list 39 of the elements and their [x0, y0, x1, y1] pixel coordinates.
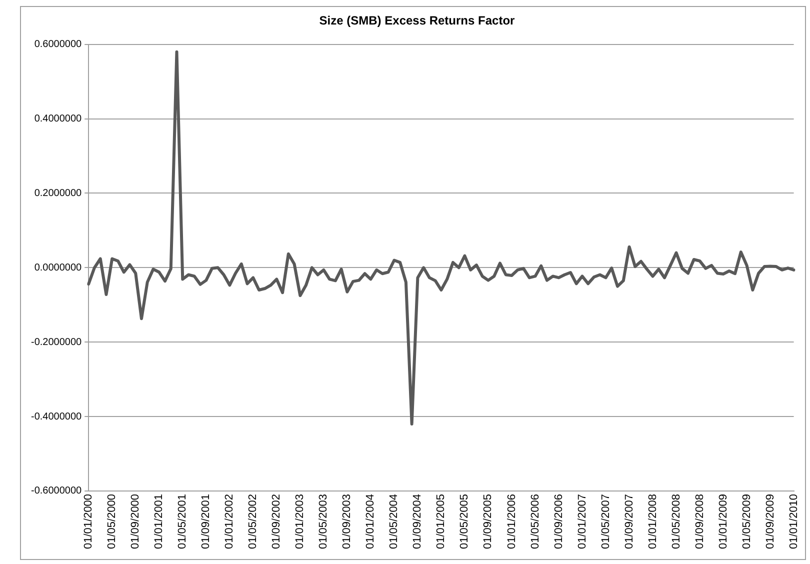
x-tick-label: 01/05/2005 [458, 494, 471, 550]
x-tick-label: 01/09/2001 [200, 494, 212, 550]
x-tick-label: 01/01/2010 [788, 494, 800, 550]
y-tick-label: -0.4000000 [30, 411, 82, 422]
x-tick-label: 01/09/2002 [270, 494, 283, 550]
y-tick-label: -0.6000000 [30, 486, 82, 497]
x-tick-label: 01/01/2005 [435, 494, 448, 550]
x-tick-label: 01/01/2001 [153, 494, 166, 550]
x-tick-label: 01/05/2007 [600, 494, 612, 550]
x-tick-label: 01/05/2006 [529, 494, 542, 550]
x-tick-label: 01/09/2005 [482, 494, 494, 550]
x-tick-label: 01/05/2004 [388, 494, 400, 550]
y-tick-label: 0.4000000 [34, 114, 82, 125]
chart-title: Size (SMB) Excess Returns Factor [319, 14, 516, 28]
x-tick-label: 01/09/2004 [412, 494, 424, 550]
x-tick-label: 01/01/2007 [576, 494, 588, 550]
x-tick-label: 01/05/2001 [176, 494, 189, 550]
x-tick-label: 01/05/2008 [670, 494, 682, 550]
x-tick-label: 01/05/2002 [247, 494, 260, 550]
y-tick-label: -0.2000000 [30, 336, 82, 348]
x-tick-label: 01/01/2003 [294, 494, 306, 550]
y-tick-label: 0.0000000 [34, 262, 82, 274]
x-tick-label: 01/05/2000 [106, 494, 118, 550]
x-tick-label: 01/09/2007 [623, 494, 636, 550]
y-tick-label: 0.6000000 [34, 39, 82, 50]
x-tick-label: 01/05/2003 [318, 494, 330, 550]
x-tick-label: 01/09/2008 [694, 494, 706, 550]
x-tick-label: 01/05/2009 [740, 494, 753, 550]
x-tick-label: 01/09/2006 [552, 494, 565, 550]
x-tick-label: 01/01/2006 [506, 494, 518, 550]
x-tick-label: 01/09/2009 [764, 494, 776, 550]
x-tick-label: 01/01/2004 [364, 494, 377, 550]
y-tick-label: 0.2000000 [34, 188, 82, 199]
x-tick-label: 01/01/2000 [82, 494, 95, 550]
x-tick-label: 01/09/2003 [341, 494, 354, 550]
x-tick-label: 01/01/2009 [717, 494, 730, 550]
x-tick-label: 01/09/2000 [130, 494, 142, 550]
x-tick-label: 01/01/2008 [646, 494, 659, 550]
x-tick-label: 01/01/2002 [224, 494, 236, 550]
